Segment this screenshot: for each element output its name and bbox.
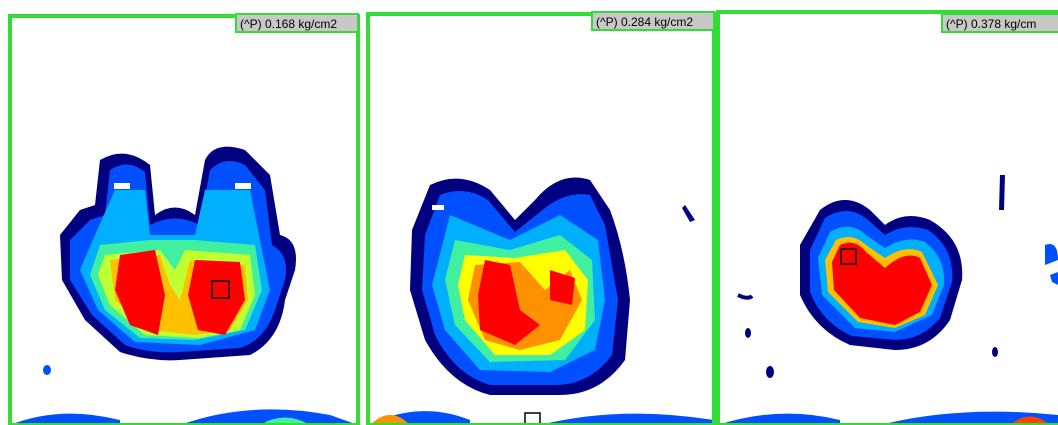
screen: (^P) 0.168 kg/cm2 (^P) 0.284 kg/cm2 <box>0 0 1058 425</box>
pressure-label: (^P) 0.284 kg/cm2 <box>596 15 693 29</box>
pressure-label: (^P) 0.168 kg/cm2 <box>240 17 337 31</box>
pressure-label: (^P) 0.378 kg/cm <box>946 17 1036 31</box>
